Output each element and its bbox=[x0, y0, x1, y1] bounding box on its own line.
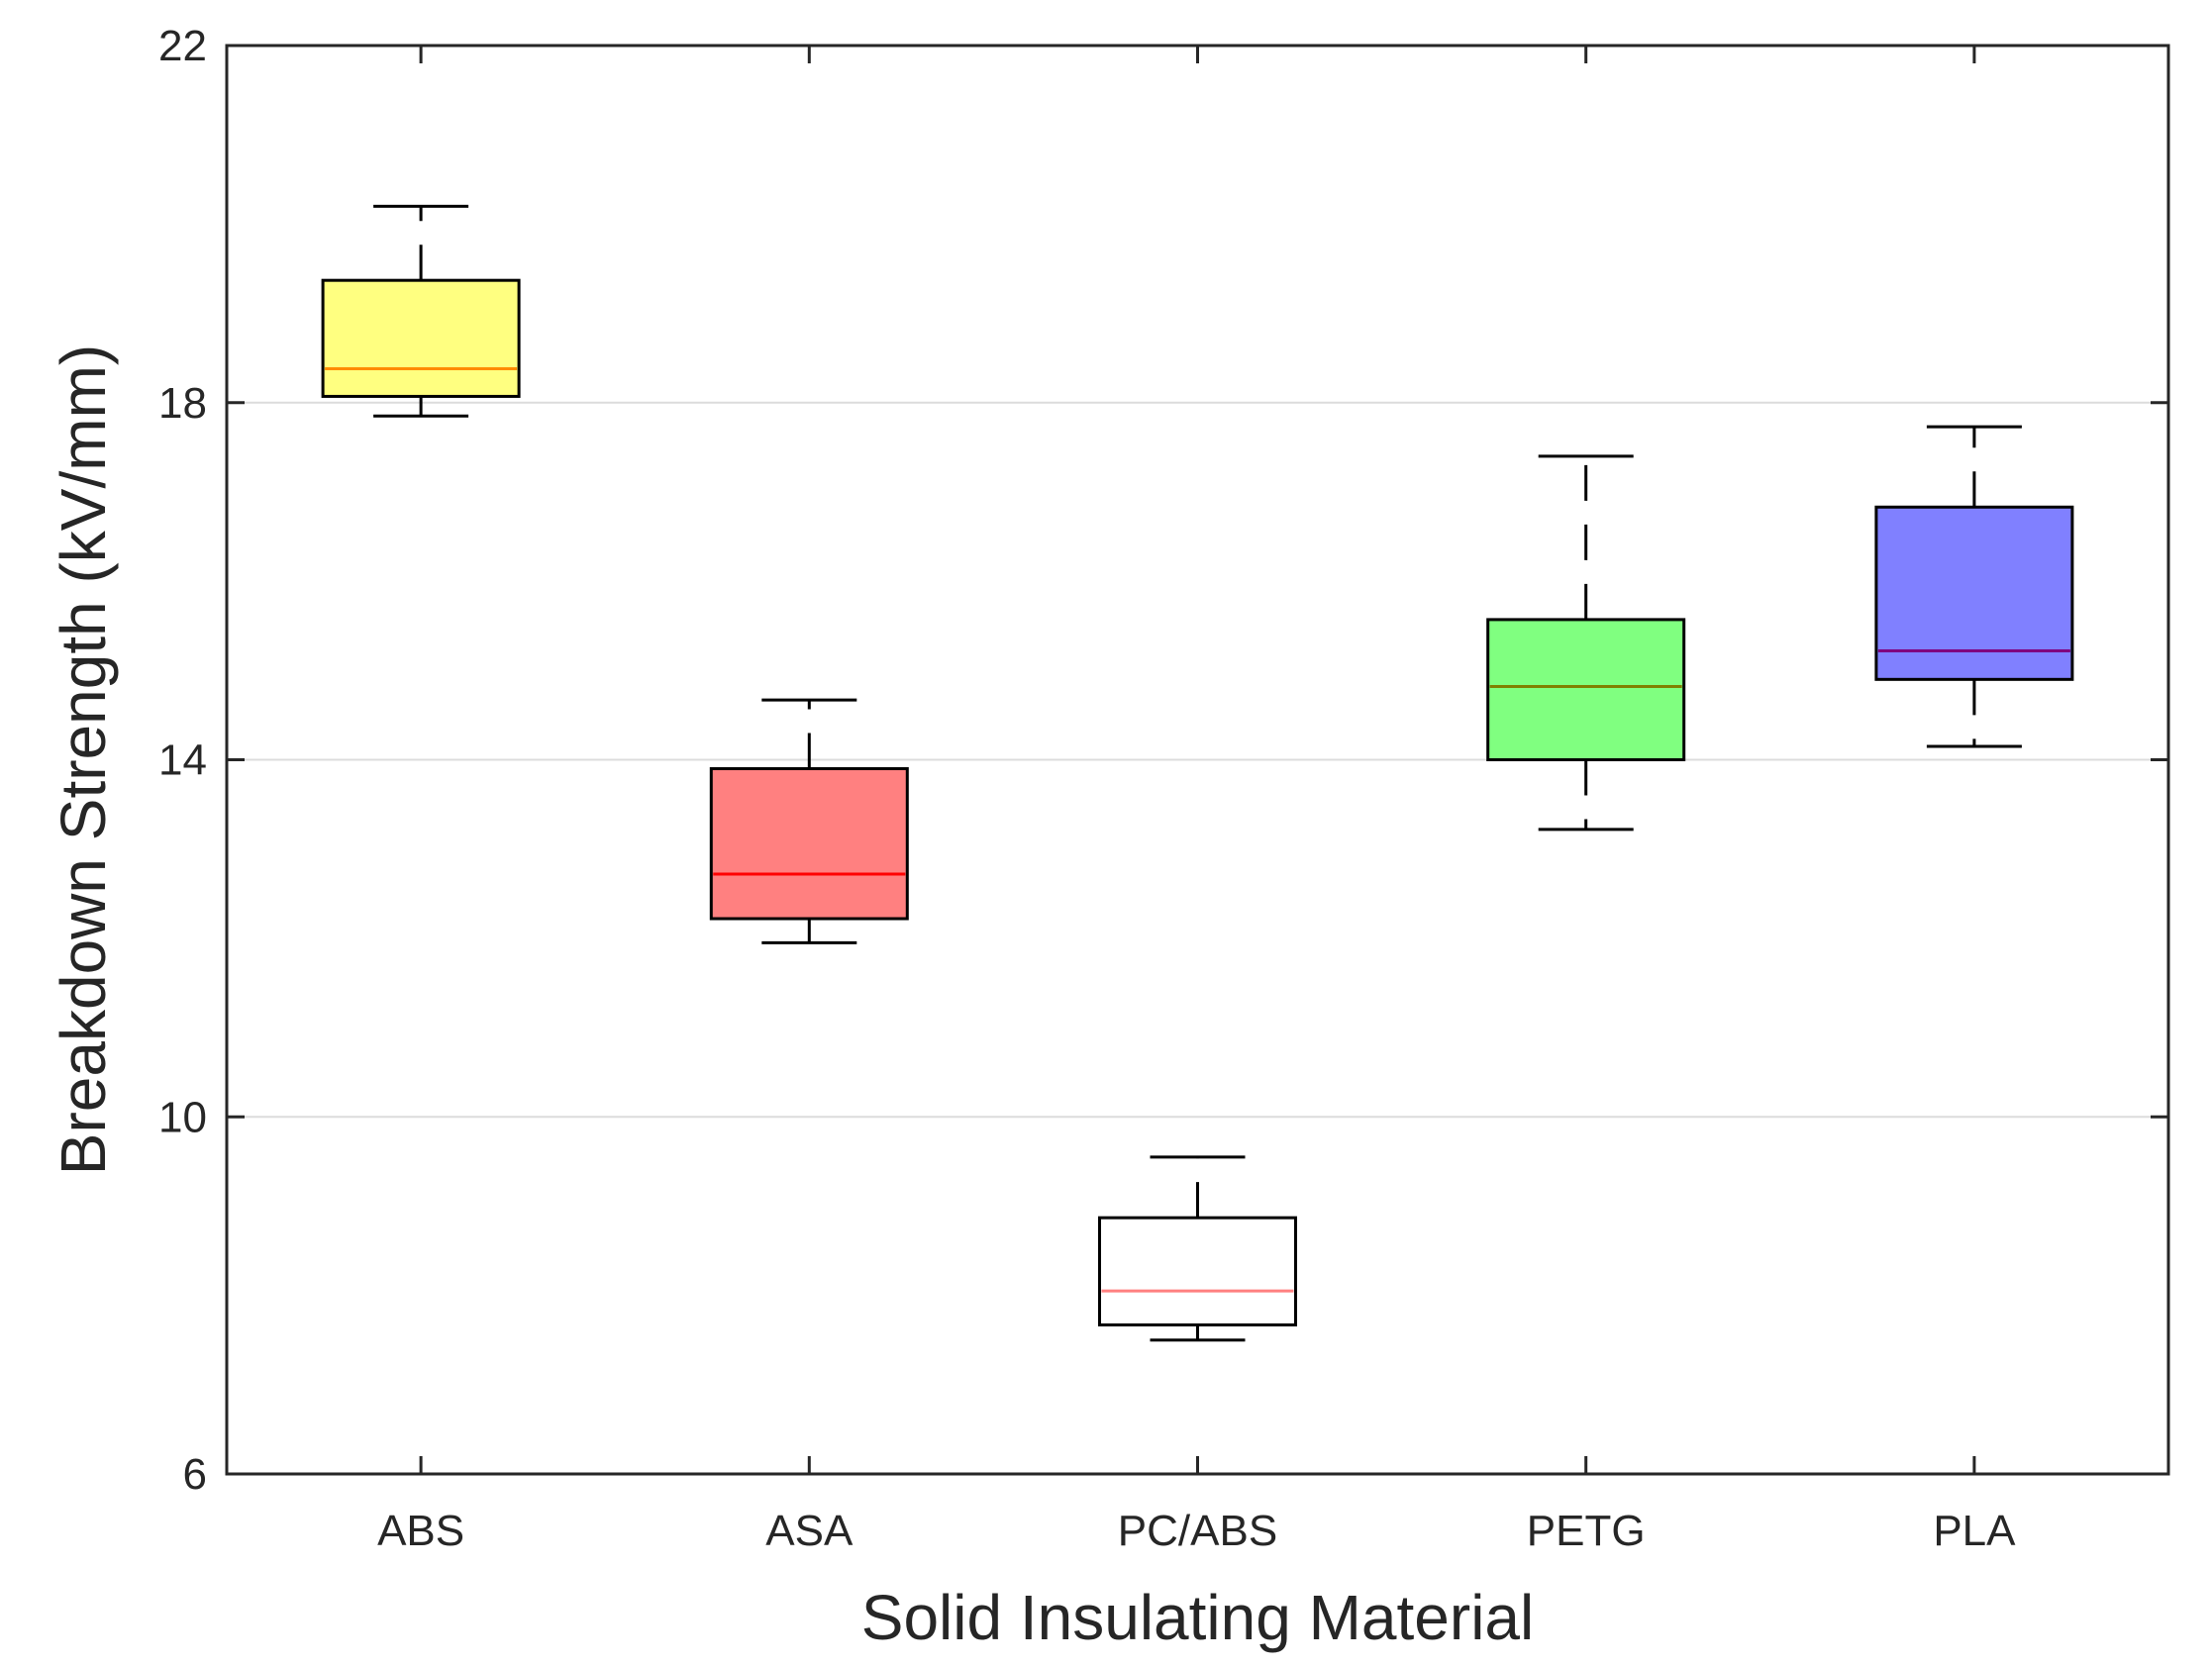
y-tick-label-10: 10 bbox=[158, 1093, 207, 1141]
x-tick-label-PLA: PLA bbox=[1933, 1507, 2016, 1555]
x-tick-label-PETG: PETG bbox=[1527, 1507, 1646, 1555]
iqr-box-petg bbox=[1486, 618, 1686, 762]
y-tick-label-14: 14 bbox=[158, 736, 207, 785]
box-petg bbox=[1486, 454, 1686, 832]
iqr-box-asa bbox=[709, 767, 909, 921]
box-series bbox=[321, 204, 2074, 1342]
box-asa bbox=[709, 698, 909, 944]
y-tick-label-6: 6 bbox=[183, 1450, 207, 1499]
x-tick-label-ABS: ABS bbox=[377, 1507, 464, 1555]
tick-labels: 6 10 14 18 22 ABS ASA PC/ABS PETG PLA bbox=[158, 22, 2016, 1555]
y-gridlines bbox=[227, 401, 2168, 1119]
x-axis-label: Solid Insulating Material bbox=[861, 1582, 1534, 1653]
axis-ticks bbox=[227, 44, 2168, 1476]
box-pla bbox=[1874, 425, 2074, 748]
y-tick-label-22: 22 bbox=[158, 22, 207, 70]
iqr-box-pla bbox=[1874, 505, 2074, 681]
y-tick-label-18: 18 bbox=[158, 379, 207, 428]
x-tick-label-PC/ABS: PC/ABS bbox=[1118, 1507, 1277, 1555]
iqr-box-abs bbox=[321, 278, 521, 398]
x-tick-label-ASA: ASA bbox=[765, 1507, 854, 1555]
iqr-box-pc-abs bbox=[1098, 1216, 1297, 1326]
y-axis-label: Breakdown Strength (kV/mm) bbox=[48, 344, 119, 1175]
box-abs bbox=[321, 204, 521, 418]
box-pc-abs bbox=[1098, 1155, 1297, 1342]
